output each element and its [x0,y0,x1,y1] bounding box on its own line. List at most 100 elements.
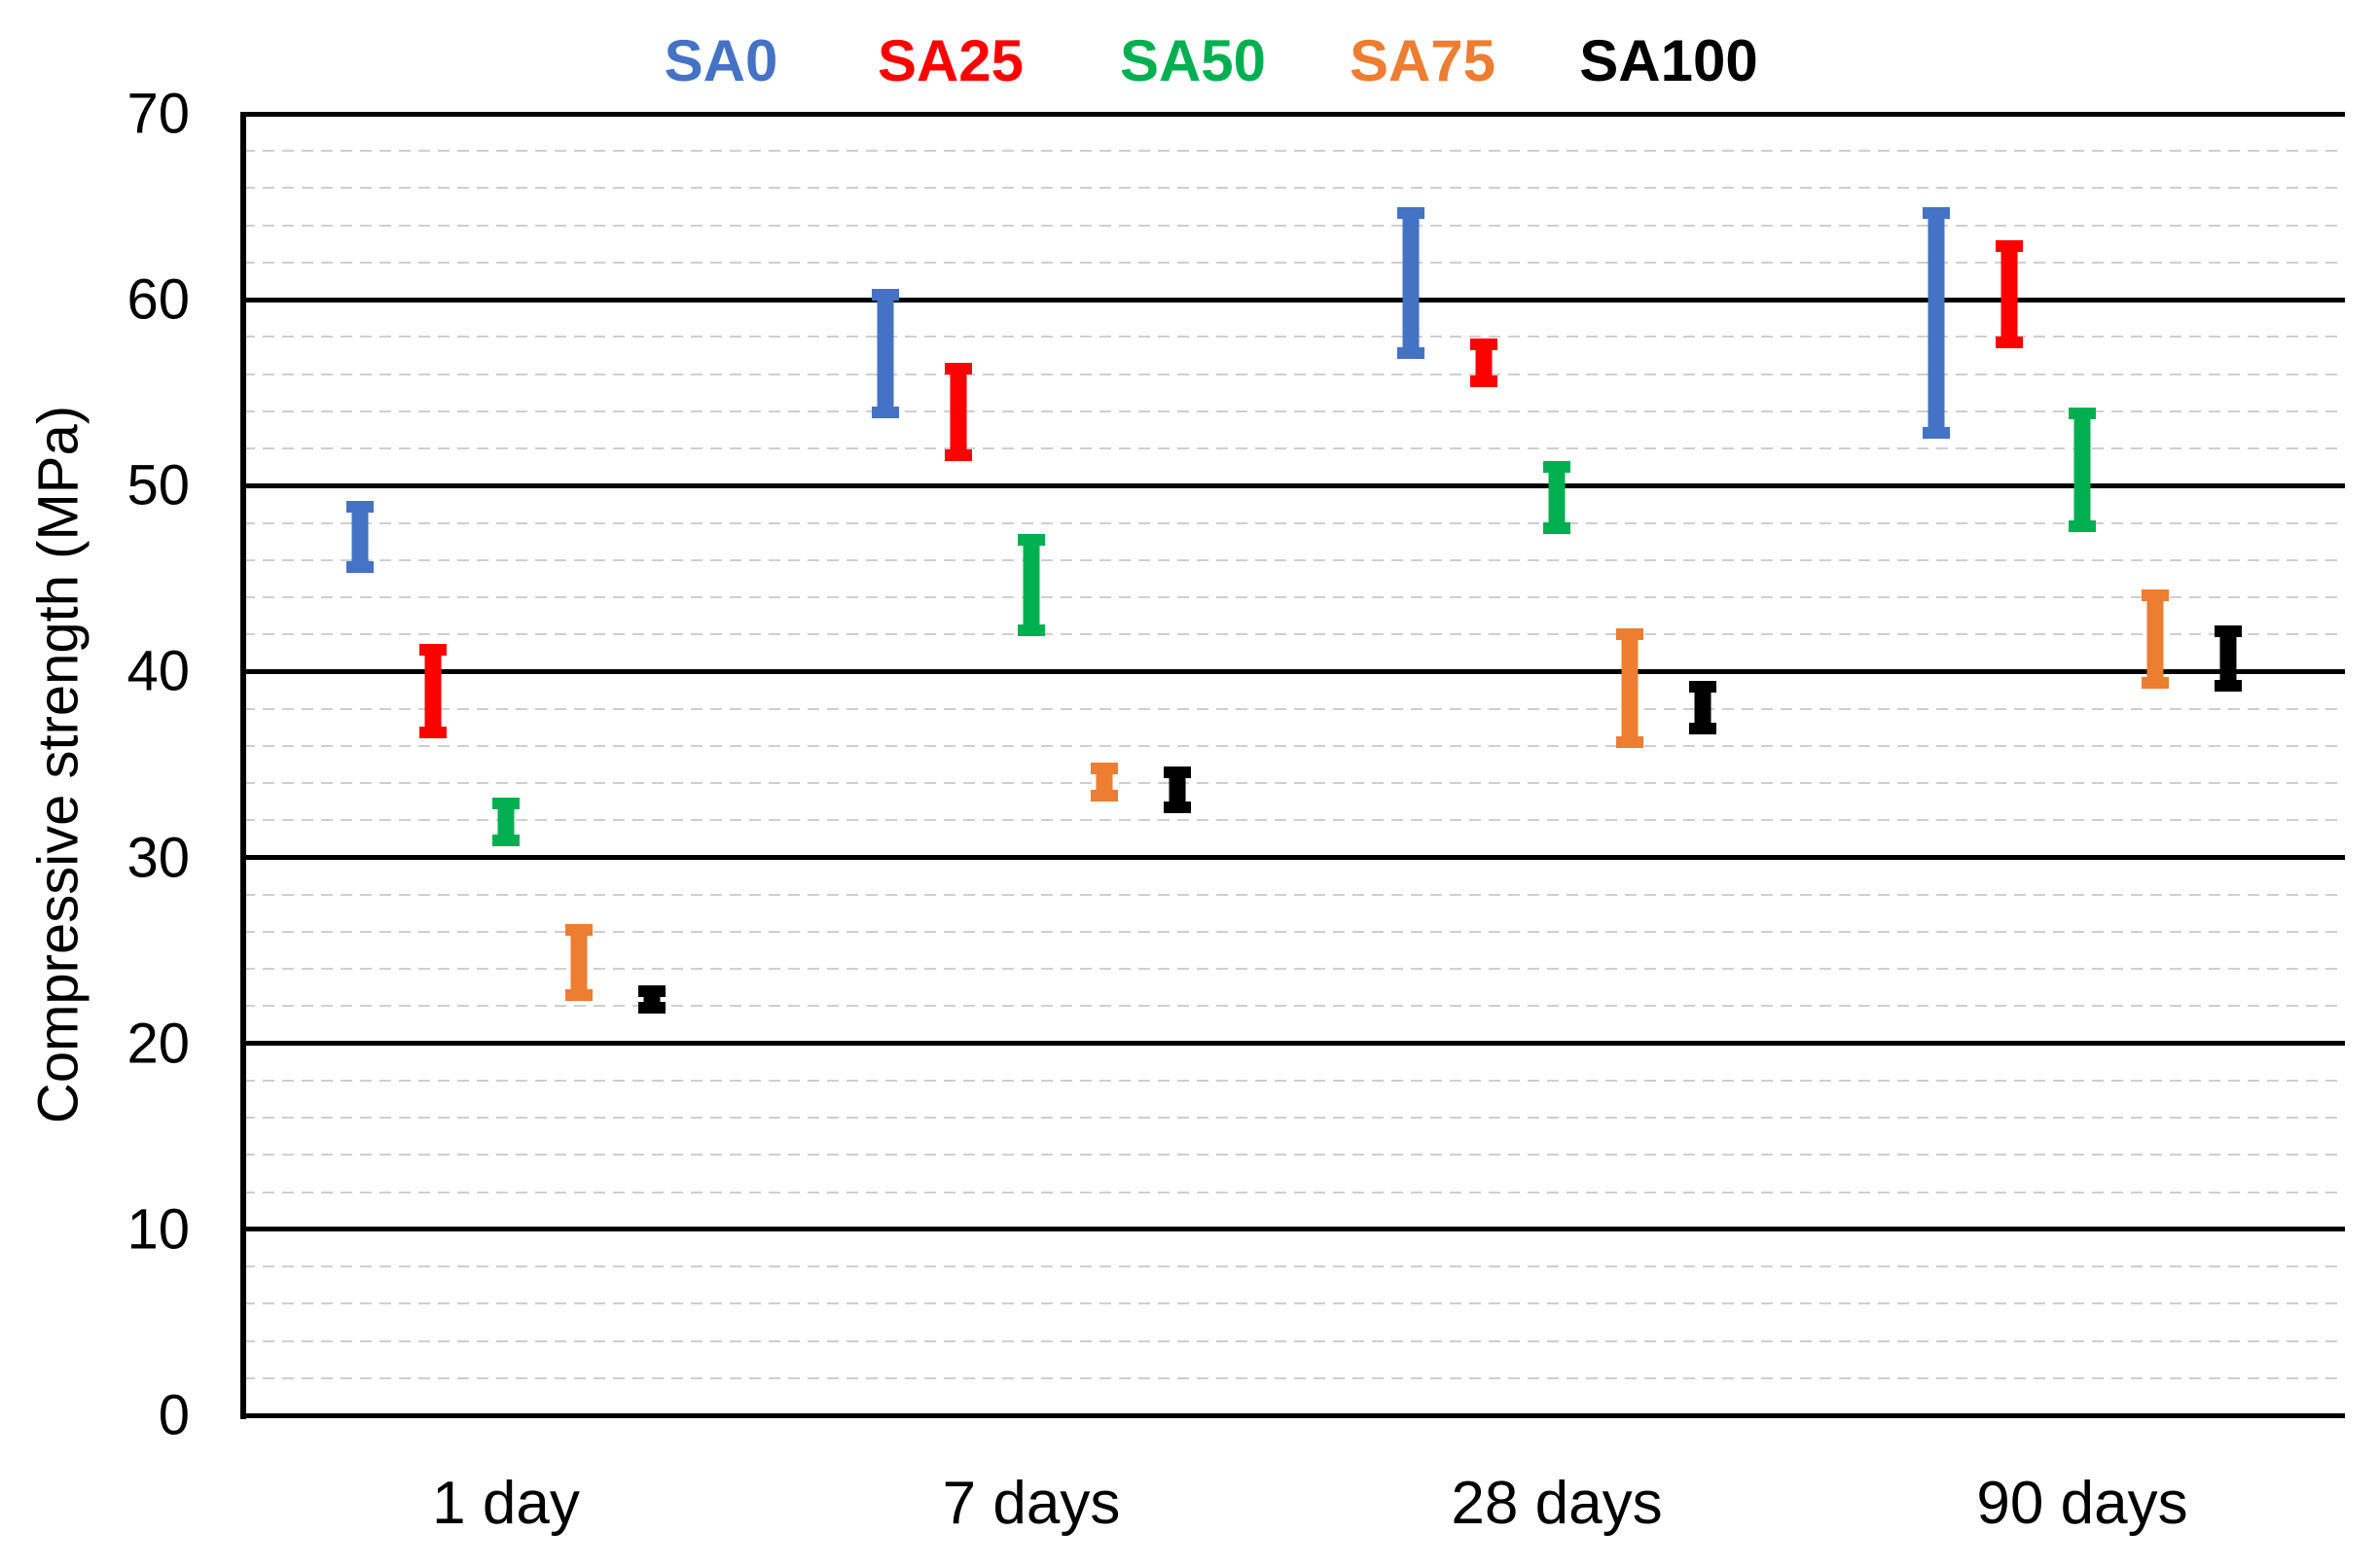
range-bar-SA25-90-days [1996,239,2023,348]
range-bar-SA50-90-days [2069,408,2096,533]
range-bar-cap-bottom [1018,624,1045,637]
range-bar-cap-bottom [1996,336,2023,348]
gridline-minor [243,336,2345,339]
gridline-minor [243,1117,2345,1120]
range-bar-SA100-90-days [2215,624,2242,693]
gridline-minor [243,744,2345,747]
range-bar-cap-bottom [2069,520,2096,533]
range-bar-shaft [1402,206,1420,360]
range-bar-shaft [351,500,369,574]
gridline-minor [243,931,2345,934]
range-bar-cap-top [2215,624,2242,637]
range-bar-shaft [2146,589,2164,689]
range-bar-shaft [950,363,967,462]
gridline-minor [243,150,2345,153]
gridline-minor [243,1154,2345,1157]
y-tick-label: 60 [126,267,190,332]
range-bar-cap-top [1616,628,1643,641]
range-bar-SA25-1-day [419,643,447,739]
range-bar-SA100-1-day [638,985,666,1015]
gridline-minor [243,1005,2345,1008]
range-bar-SA75-1-day [565,924,593,1001]
gridline-major [243,297,2345,303]
range-bar-cap-bottom [346,561,374,574]
range-bar-SA50-1-day [492,798,520,847]
x-tick-label: 7 days [942,1470,1121,1537]
gridline-minor [243,595,2345,598]
range-bar-cap-top [1543,461,1570,474]
range-bar-cap-top [2142,589,2169,602]
range-bar-cap-bottom [2215,680,2242,693]
range-bar-cap-top [1091,763,1118,775]
range-bar-SA0-28-days [1397,206,1424,360]
range-bar-shaft [1475,339,1493,387]
range-bar-shaft [1694,680,1711,735]
legend-item-SA75: SA75 [1349,28,1496,93]
range-bar-cap-top [1923,206,1950,219]
range-bar-SA75-90-days [2142,589,2169,689]
gridline-major [243,1412,2345,1418]
y-tick-label: 30 [126,826,190,890]
gridline-minor [243,410,2345,412]
gridline-major [243,1041,2345,1047]
range-bar-shaft [424,643,442,739]
gridline-minor [243,447,2345,450]
range-bar-shaft [1548,461,1566,534]
legend-item-SA50: SA50 [1119,28,1267,93]
range-bar-cap-bottom [945,449,972,462]
range-bar-SA100-7-days [1164,766,1191,813]
range-bar-SA50-28-days [1543,461,1570,534]
range-bar-cap-top [492,798,520,810]
range-bar-cap-bottom [1164,801,1191,813]
gridline-major [243,855,2345,861]
gridline-minor [243,187,2345,190]
range-bar-SA0-90-days [1923,206,1950,440]
range-bar-cap-top [1164,766,1191,778]
range-bar-SA50-7-days [1018,533,1045,637]
gridline-minor [243,968,2345,971]
gridline-major [243,668,2345,674]
range-bar-cap-top [945,363,972,375]
gridline-minor [243,1302,2345,1305]
range-bar-cap-bottom [1689,723,1716,735]
range-bar-SA25-7-days [945,363,972,462]
range-bar-SA100-28-days [1689,680,1716,735]
range-bar-cap-top [2069,408,2096,419]
range-bar-shaft [1621,628,1639,748]
range-bar-shaft [2219,624,2237,693]
legend-item-SA0: SA0 [664,28,778,93]
range-bar-cap-top [1470,339,1497,351]
legend: SA0 SA25 SA50 SA75 SA100 [0,0,2378,107]
y-tick-label: 0 [158,1383,190,1447]
gridline-minor [243,1191,2345,1194]
range-bar-cap-top [1689,680,1716,693]
y-tick-label: 50 [126,453,190,517]
range-bar-cap-top [1397,206,1424,219]
range-bar-cap-top [565,924,593,937]
legend-item-SA100: SA100 [1579,28,1758,93]
range-bar-shaft [570,924,588,1001]
range-bar-shaft [2000,239,2018,348]
gridline-major [243,482,2345,488]
range-bar-cap-bottom [1923,427,1950,440]
range-bar-shaft [497,798,515,847]
gridline-minor [243,261,2345,264]
x-tick-label: 1 day [432,1470,580,1537]
gridline-minor [243,1376,2345,1379]
gridline-minor [243,1079,2345,1082]
range-bar-cap-bottom [638,1002,666,1015]
y-tick-label: 20 [126,1012,190,1076]
range-bar-cap-top [346,500,374,513]
x-tick-label: 90 days [1976,1470,2188,1537]
range-bar-shaft [1928,206,1945,440]
x-tick-label: 28 days [1451,1470,1663,1537]
gridline-minor [243,373,2345,375]
range-bar-shaft [877,288,894,419]
range-bar-cap-top [638,985,666,998]
gridline-minor [243,521,2345,524]
range-bar-cap-bottom [1616,735,1643,748]
gridline-minor [243,893,2345,896]
range-bar-SA75-7-days [1091,763,1118,802]
